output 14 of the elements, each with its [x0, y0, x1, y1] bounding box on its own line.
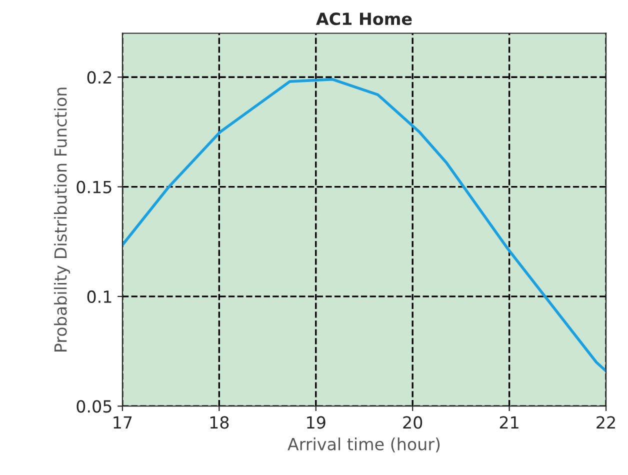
y-tick-label: 0.15	[76, 180, 112, 194]
x-tick-label: 19	[307, 416, 326, 429]
x-axis-title: Arrival time (hour)	[288, 438, 440, 452]
y-tick-label: 0.2	[87, 71, 112, 84]
y-axis-title: Probability Distribution Function	[54, 88, 70, 352]
x-tick-label: 18	[210, 416, 229, 429]
y-tick-label: 0.05	[76, 400, 112, 413]
chart-title: AC1 Home	[316, 12, 412, 26]
x-tick-label: 21	[500, 416, 518, 429]
x-tick-label: 20	[403, 416, 422, 429]
x-tick-label: 17	[114, 416, 132, 429]
y-tick-label: 0.1	[87, 290, 112, 304]
line-series	[122, 78, 606, 372]
x-tick-label: 22	[596, 416, 615, 429]
